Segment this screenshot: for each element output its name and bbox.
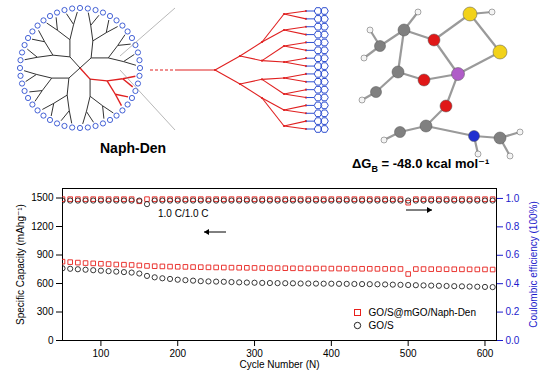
html-text:1.0 C/1.0 C: 1.0 C/1.0 C xyxy=(158,208,209,219)
html-text:Naph-Den: Naph-Den xyxy=(100,140,167,156)
svg-text:0.2: 0.2 xyxy=(506,306,520,317)
svg-text:0.6: 0.6 xyxy=(506,249,520,260)
svg-text:300: 300 xyxy=(246,348,263,359)
html-text:GO/S@mGO/Naph-Den: GO/S@mGO/Naph-Den xyxy=(368,307,476,318)
html-text:GO/S: GO/S xyxy=(368,320,394,331)
svg-text:300: 300 xyxy=(37,306,54,317)
svg-text:600: 600 xyxy=(37,278,54,289)
svg-text:500: 500 xyxy=(400,348,417,359)
svg-text:Coulombic efficiency (100%): Coulombic efficiency (100%) xyxy=(528,201,539,328)
svg-text:0.8: 0.8 xyxy=(506,221,520,232)
html-text:ΔGB= -48.0 kcal mol⁻¹: ΔGB= -48.0 kcal mol⁻¹ xyxy=(352,156,490,174)
svg-text:1500: 1500 xyxy=(31,192,54,203)
svg-text:400: 400 xyxy=(323,348,340,359)
svg-text:200: 200 xyxy=(169,348,186,359)
svg-text:Specific Capacity (mAhg⁻¹): Specific Capacity (mAhg⁻¹) xyxy=(15,204,26,325)
svg-text:0.4: 0.4 xyxy=(506,278,520,289)
svg-text:0: 0 xyxy=(48,335,54,346)
svg-text:0.0: 0.0 xyxy=(506,335,520,346)
svg-text:1.0: 1.0 xyxy=(506,193,520,204)
svg-text:900: 900 xyxy=(37,249,54,260)
svg-text:100: 100 xyxy=(93,348,110,359)
svg-text:1200: 1200 xyxy=(31,221,54,232)
svg-text:600: 600 xyxy=(477,348,494,359)
svg-text:Cycle Number (N): Cycle Number (N) xyxy=(239,359,319,370)
